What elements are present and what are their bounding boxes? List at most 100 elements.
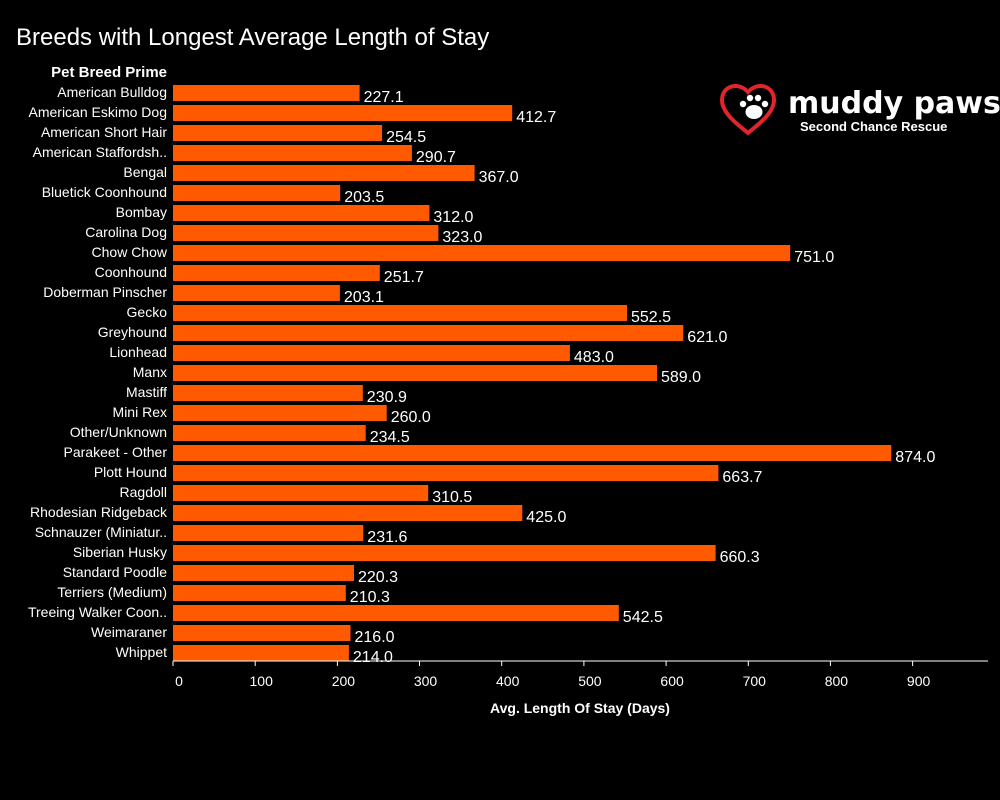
data-label: 367.0 [479, 169, 519, 186]
chart-title: Breeds with Longest Average Length of St… [16, 24, 489, 51]
bar [173, 605, 619, 621]
category-label: Bengal [123, 164, 167, 180]
bar [173, 425, 366, 441]
data-label: 203.1 [344, 289, 384, 306]
x-tick-label: 500 [578, 673, 602, 689]
data-label: 874.0 [895, 449, 935, 466]
bar [173, 645, 349, 661]
logo-name: muddy paws [788, 86, 1000, 121]
category-label: Gecko [127, 304, 168, 320]
x-tick-label: 700 [743, 673, 767, 689]
bar [173, 565, 354, 581]
bar [173, 165, 475, 181]
x-tick-label: 300 [414, 673, 438, 689]
data-label: 203.5 [344, 189, 384, 206]
x-tick-label: 900 [907, 673, 931, 689]
category-label: American Staffordsh.. [33, 144, 167, 160]
bar [173, 465, 719, 481]
bar [173, 125, 383, 141]
category-label: American Bulldog [57, 84, 167, 100]
category-label: Chow Chow [92, 244, 168, 260]
category-label: Coonhound [95, 264, 167, 280]
bar [173, 285, 340, 301]
data-label: 251.7 [384, 269, 424, 286]
heart-paw-icon [719, 84, 777, 136]
bar [173, 325, 684, 341]
category-label: Carolina Dog [85, 224, 167, 240]
bar [173, 585, 346, 601]
bar [173, 225, 439, 241]
category-label: Terriers (Medium) [57, 584, 167, 600]
data-label: 621.0 [687, 329, 727, 346]
data-label: 542.5 [623, 609, 663, 626]
category-label: Plott Hound [94, 464, 167, 480]
category-label: Standard Poodle [63, 564, 168, 580]
category-label: Mastiff [126, 384, 167, 400]
bar [173, 85, 360, 101]
data-label: 589.0 [661, 369, 701, 386]
data-label: 312.0 [433, 209, 473, 226]
x-axis-title: Avg. Length Of Stay (Days) [490, 700, 670, 716]
data-label: 210.3 [350, 589, 390, 606]
category-label: Schnauzer (Miniatur.. [35, 524, 167, 540]
x-tick-label: 200 [332, 673, 356, 689]
data-label: 310.5 [432, 489, 472, 506]
data-label: 216.0 [355, 629, 395, 646]
data-label: 412.7 [516, 109, 556, 126]
bar [173, 525, 364, 541]
logo: muddy paws Second Chance Rescue [719, 84, 1000, 136]
category-label: Parakeet - Other [64, 444, 168, 460]
bars-layer: American Bulldog 227.1 American Eskimo Dog… [28, 84, 935, 666]
x-axis: 0 100 200 300 400 500 600 700 800 900 [172, 660, 988, 689]
data-label: 751.0 [794, 249, 834, 266]
data-label: 230.9 [367, 389, 407, 406]
x-tick-label: 0 [175, 673, 183, 689]
category-header: Pet Breed Prime [51, 64, 167, 81]
category-label: Other/Unknown [70, 424, 167, 440]
bar [173, 305, 627, 321]
bar [173, 365, 657, 381]
category-label: Rhodesian Ridgeback [30, 504, 168, 520]
category-label: Weimaraner [91, 624, 167, 640]
bar [173, 625, 351, 641]
data-label: 231.6 [367, 529, 407, 546]
x-tick-label: 600 [660, 673, 684, 689]
category-label: Bluetick Coonhound [42, 184, 167, 200]
x-tick-label: 400 [496, 673, 520, 689]
data-label: 260.0 [391, 409, 431, 426]
category-label: Treeing Walker Coon.. [28, 604, 167, 620]
data-label: 220.3 [358, 569, 398, 586]
bar [173, 265, 380, 281]
x-tick-label: 100 [250, 673, 274, 689]
bar [173, 205, 430, 221]
bar [173, 345, 570, 361]
category-label: Greyhound [98, 324, 167, 340]
bar [173, 145, 412, 161]
category-label: American Short Hair [41, 124, 167, 140]
logo-tagline: Second Chance Rescue [800, 119, 947, 134]
bar [173, 545, 716, 561]
data-label: 663.7 [722, 469, 762, 486]
x-tick-label: 800 [825, 673, 849, 689]
category-label: Siberian Husky [73, 544, 167, 560]
bar [173, 245, 791, 261]
bar [173, 405, 387, 421]
data-label: 214.0 [353, 649, 393, 666]
bar [173, 505, 523, 521]
data-label: 552.5 [631, 309, 671, 326]
data-label: 323.0 [442, 229, 482, 246]
category-label: Whippet [116, 644, 167, 660]
category-label: Doberman Pinscher [43, 284, 167, 300]
bar [173, 485, 429, 501]
bar [173, 445, 892, 461]
bar [173, 385, 363, 401]
data-label: 425.0 [526, 509, 566, 526]
bar [173, 185, 341, 201]
data-label: 290.7 [416, 149, 456, 166]
category-label: American Eskimo Dog [29, 104, 168, 120]
data-label: 227.1 [364, 89, 404, 106]
category-label: Lionhead [109, 344, 167, 360]
data-label: 483.0 [574, 349, 614, 366]
